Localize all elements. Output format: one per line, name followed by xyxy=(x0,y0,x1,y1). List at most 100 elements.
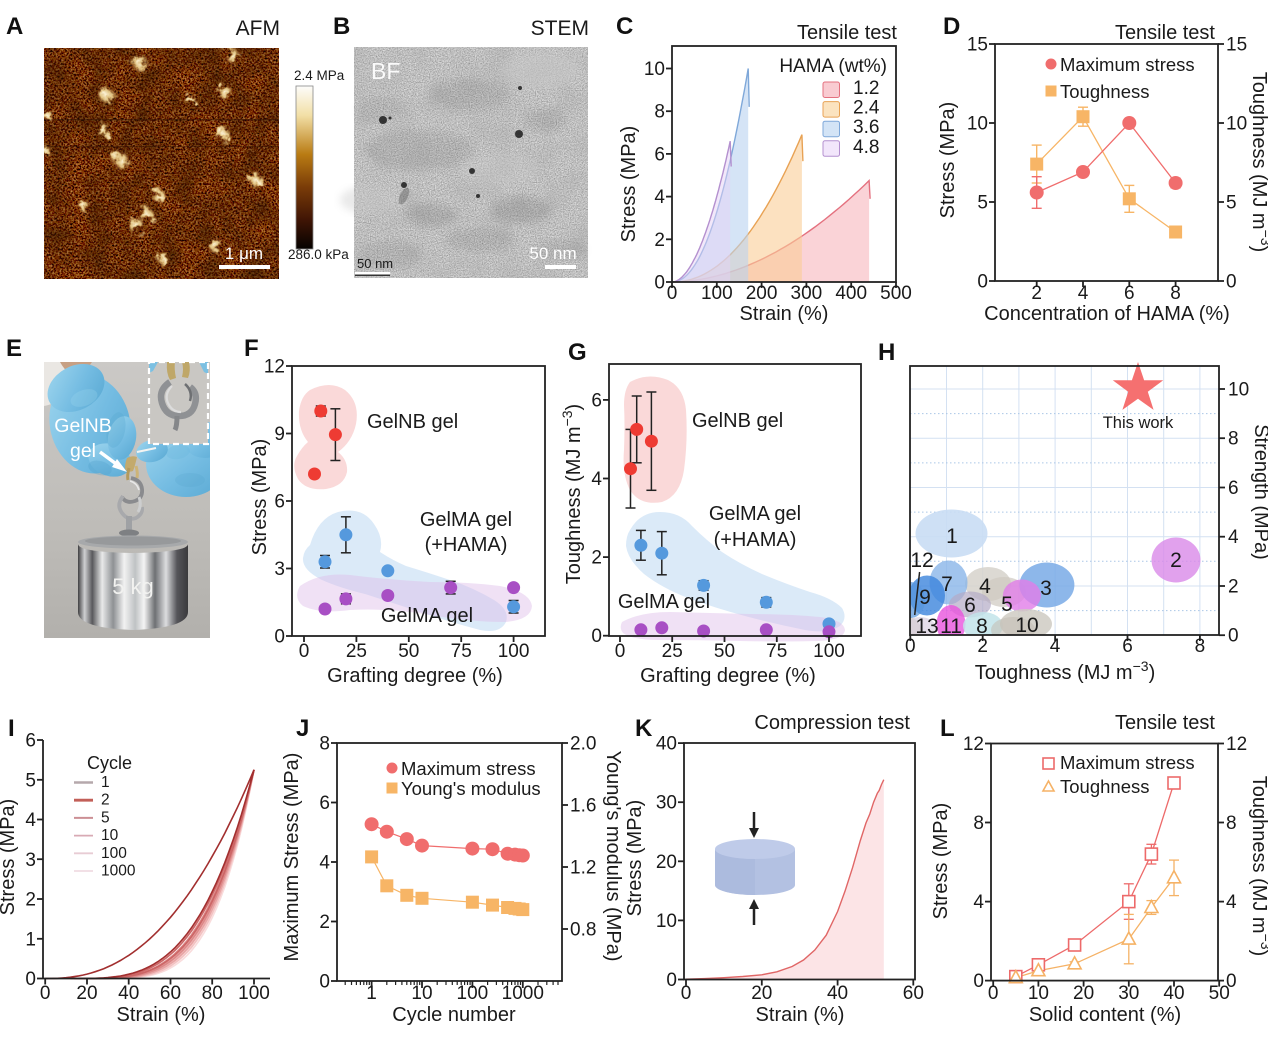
svg-text:2: 2 xyxy=(977,636,988,657)
svg-text:0: 0 xyxy=(905,636,916,657)
svg-text:6: 6 xyxy=(319,793,330,814)
svg-text:4: 4 xyxy=(1050,636,1061,657)
svg-text:F: F xyxy=(244,335,259,362)
svg-text:100: 100 xyxy=(457,983,489,1004)
svg-text:GelMA gel: GelMA gel xyxy=(420,509,512,531)
svg-text:Cycle: Cycle xyxy=(87,753,132,773)
svg-text:Stress (MPa): Stress (MPa) xyxy=(249,439,271,556)
svg-text:Compression test: Compression test xyxy=(754,712,910,734)
svg-text:12: 12 xyxy=(910,549,933,572)
svg-text:6: 6 xyxy=(964,594,976,617)
svg-text:HAMA (wt%): HAMA (wt%) xyxy=(779,56,887,77)
svg-text:0: 0 xyxy=(274,627,285,648)
svg-text:Strain (%): Strain (%) xyxy=(117,1004,206,1026)
svg-text:0: 0 xyxy=(666,970,677,991)
svg-text:Strain (%): Strain (%) xyxy=(740,303,829,325)
svg-text:200: 200 xyxy=(746,283,778,304)
svg-text:2.4: 2.4 xyxy=(853,98,880,119)
svg-text:Maximum stress: Maximum stress xyxy=(1060,752,1195,773)
svg-text:Stress (MPa): Stress (MPa) xyxy=(618,126,640,243)
svg-text:15: 15 xyxy=(967,35,988,56)
svg-text:C: C xyxy=(616,13,633,40)
svg-text:0: 0 xyxy=(40,983,51,1004)
svg-text:0: 0 xyxy=(319,972,330,993)
svg-text:8: 8 xyxy=(1228,429,1239,450)
svg-text:8: 8 xyxy=(654,102,665,123)
svg-text:(+HAMA): (+HAMA) xyxy=(714,529,797,551)
svg-text:Strength (MPa): Strength (MPa) xyxy=(1250,424,1268,560)
svg-text:25: 25 xyxy=(662,641,683,662)
svg-text:40: 40 xyxy=(118,983,139,1004)
svg-text:Stress (MPa): Stress (MPa) xyxy=(930,803,952,920)
svg-text:1.2: 1.2 xyxy=(570,858,596,879)
svg-text:GelNB: GelNB xyxy=(54,415,111,437)
svg-text:50: 50 xyxy=(398,641,419,662)
svg-text:This work: This work xyxy=(1103,414,1174,432)
svg-text:12: 12 xyxy=(1226,734,1247,755)
svg-text:10: 10 xyxy=(967,114,988,135)
svg-text:0: 0 xyxy=(654,273,665,294)
svg-text:1: 1 xyxy=(366,983,377,1004)
svg-text:STEM: STEM xyxy=(531,17,589,40)
svg-text:2: 2 xyxy=(1031,283,1042,304)
svg-text:0.8: 0.8 xyxy=(570,920,596,941)
svg-text:Toughness (MJ m−3): Toughness (MJ m−3) xyxy=(1248,72,1268,252)
svg-text:11: 11 xyxy=(940,615,962,638)
svg-text:60: 60 xyxy=(160,983,181,1004)
svg-text:10: 10 xyxy=(101,827,119,844)
svg-text:6: 6 xyxy=(1122,636,1133,657)
svg-text:0: 0 xyxy=(1228,626,1239,647)
svg-text:2: 2 xyxy=(25,890,36,911)
svg-text:0: 0 xyxy=(977,272,988,293)
svg-text:8: 8 xyxy=(1226,813,1237,834)
svg-text:Maximum Stress (MPa): Maximum Stress (MPa) xyxy=(281,753,303,962)
svg-text:6: 6 xyxy=(274,492,285,513)
svg-text:D: D xyxy=(943,13,960,40)
svg-text:Tensile test: Tensile test xyxy=(1115,22,1215,44)
svg-text:50 nm: 50 nm xyxy=(529,244,576,263)
svg-text:4: 4 xyxy=(1226,892,1237,913)
svg-text:0: 0 xyxy=(1226,272,1237,293)
svg-text:300: 300 xyxy=(791,283,823,304)
svg-text:E: E xyxy=(6,335,22,362)
svg-text:20: 20 xyxy=(1073,983,1094,1004)
svg-text:30: 30 xyxy=(656,793,677,814)
svg-text:8: 8 xyxy=(973,813,984,834)
svg-text:75: 75 xyxy=(766,641,787,662)
svg-text:4: 4 xyxy=(591,469,602,490)
svg-text:Concentration of HAMA (%): Concentration of HAMA (%) xyxy=(984,303,1230,325)
svg-text:1.6: 1.6 xyxy=(570,796,596,817)
svg-text:4.8: 4.8 xyxy=(853,137,879,158)
svg-text:2: 2 xyxy=(319,912,330,933)
svg-text:2.0: 2.0 xyxy=(570,734,596,755)
svg-text:1000: 1000 xyxy=(101,863,136,880)
svg-text:BF: BF xyxy=(371,58,400,84)
svg-text:13: 13 xyxy=(915,615,938,638)
svg-text:10: 10 xyxy=(1228,380,1249,401)
svg-text:Young's modulus (MPa): Young's modulus (MPa) xyxy=(602,751,624,962)
svg-text:75: 75 xyxy=(451,641,472,662)
svg-text:0: 0 xyxy=(591,626,602,647)
svg-text:gel: gel xyxy=(70,440,96,462)
svg-text:Grafting degree (%): Grafting degree (%) xyxy=(327,665,503,687)
svg-text:400: 400 xyxy=(835,283,867,304)
svg-text:9: 9 xyxy=(274,424,285,445)
svg-text:2.4 MPa: 2.4 MPa xyxy=(294,68,345,83)
svg-text:4: 4 xyxy=(979,575,991,598)
svg-text:GelMA gel: GelMA gel xyxy=(709,503,801,525)
svg-text:2: 2 xyxy=(101,792,110,809)
svg-text:50 nm: 50 nm xyxy=(357,256,393,271)
svg-text:50: 50 xyxy=(714,641,735,662)
svg-text:20: 20 xyxy=(751,983,772,1004)
svg-text:6: 6 xyxy=(1124,283,1135,304)
svg-text:5: 5 xyxy=(25,770,36,791)
svg-text:GelNB gel: GelNB gel xyxy=(367,411,458,433)
svg-text:0: 0 xyxy=(615,641,626,662)
svg-text:40: 40 xyxy=(1163,983,1184,1004)
svg-text:15: 15 xyxy=(1226,35,1247,56)
svg-text:AFM: AFM xyxy=(236,17,280,40)
svg-text:4: 4 xyxy=(973,892,984,913)
svg-text:100: 100 xyxy=(101,845,127,862)
svg-text:286.0 kPa: 286.0 kPa xyxy=(288,247,349,262)
svg-text:I: I xyxy=(8,715,15,742)
